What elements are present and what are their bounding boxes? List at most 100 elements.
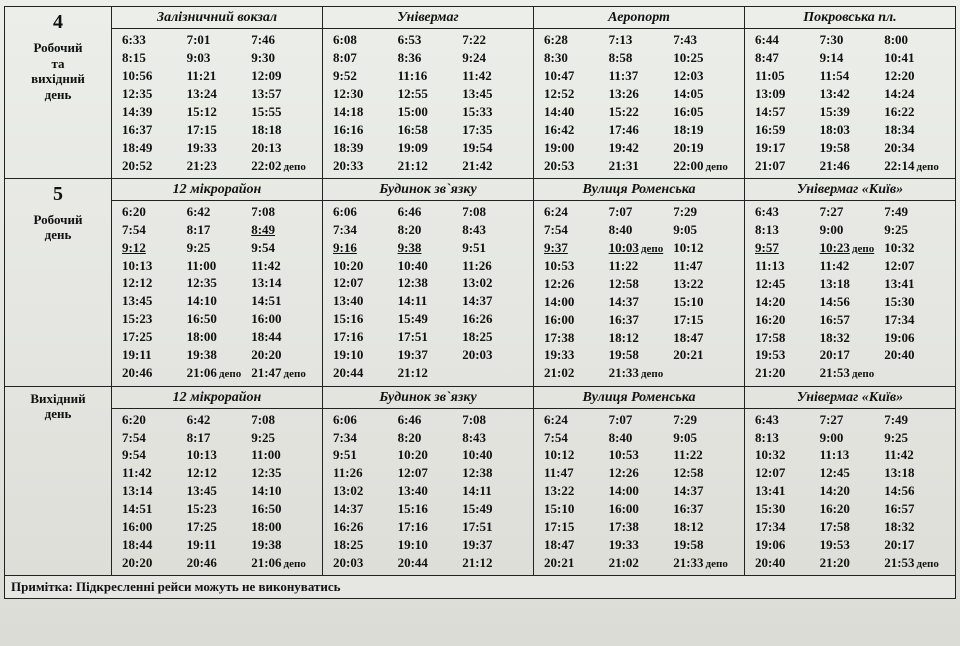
time-cell: 9:25	[884, 221, 949, 239]
time-cell: 20:20	[251, 346, 316, 364]
time-cell: 6:24	[544, 203, 609, 221]
time-cell: 9:05	[673, 429, 738, 447]
time-row: 21:0221:33депо	[544, 364, 738, 382]
time-cell: 12:52	[544, 85, 609, 103]
time-cell: 17:16	[398, 518, 463, 536]
time-cell: 18:19	[673, 121, 738, 139]
time-cell: 13:41	[755, 482, 820, 500]
time-cell: 13:40	[398, 482, 463, 500]
time-cell: 6:44	[755, 31, 820, 49]
time-cell: 16:58	[398, 121, 463, 139]
time-row: 13:0913:4214:24	[755, 85, 949, 103]
time-cell: 15:16	[333, 310, 398, 328]
time-cell: 12:26	[609, 464, 674, 482]
time-cell	[884, 364, 949, 382]
time-row: 10:2010:4011:26	[333, 257, 527, 275]
time-cell: 7:54	[122, 221, 187, 239]
timetable-page: 4РобочийтавихіднийденьЗалізничний вокзал…	[0, 0, 960, 646]
time-cell: 21:42	[462, 157, 527, 175]
stop-name: Універмаг	[323, 7, 533, 29]
time-cell: 9:57	[755, 239, 820, 257]
time-cell: 10:12	[544, 446, 609, 464]
time-cell: 12:38	[462, 464, 527, 482]
time-row: 17:2518:0018:44	[122, 328, 316, 346]
time-cell: 16:42	[544, 121, 609, 139]
time-cell: 20:46	[187, 554, 252, 572]
time-cell: 6:24	[544, 411, 609, 429]
time-row: 6:247:077:29	[544, 411, 738, 429]
time-cell: 14:37	[609, 293, 674, 311]
time-cell: 21:12	[398, 157, 463, 175]
time-cell: 11:47	[673, 257, 738, 275]
time-cell: 9:14	[820, 49, 885, 67]
time-cell: 8:17	[187, 429, 252, 447]
time-row: 19:3319:5820:21	[544, 346, 738, 364]
time-cell: 19:06	[755, 536, 820, 554]
time-cell: 9:00	[820, 221, 885, 239]
stop-column: Універмаг «Київ»6:437:277:498:139:009:25…	[745, 179, 956, 386]
time-cell: 16:59	[755, 121, 820, 139]
time-cell: 12:55	[398, 85, 463, 103]
time-row: 16:0017:2518:00	[122, 518, 316, 536]
time-cell: 13:22	[673, 275, 738, 293]
route-label-cell: Вихіднийдень	[4, 387, 112, 576]
time-row: 9:5410:1311:00	[122, 446, 316, 464]
time-row: 6:206:427:08	[122, 411, 316, 429]
time-row: 8:139:009:25	[755, 221, 949, 239]
time-row: 19:5320:1720:40	[755, 346, 949, 364]
time-cell: 16:26	[333, 518, 398, 536]
time-cell: 8:40	[609, 221, 674, 239]
time-cell: 9:12	[122, 239, 187, 257]
time-cell: 11:21	[187, 67, 252, 85]
time-cell: 10:25	[673, 49, 738, 67]
time-cell: 8:20	[398, 429, 463, 447]
route-number: 5	[53, 183, 63, 206]
stop-name: Вулиця Роменська	[534, 387, 744, 409]
time-cell: 7:27	[820, 411, 885, 429]
time-cell: 9:00	[820, 429, 885, 447]
time-row: 8:308:5810:25	[544, 49, 738, 67]
time-cell: 21:23	[187, 157, 252, 175]
time-cell: 10:20	[333, 257, 398, 275]
time-row: 12:3012:5513:45	[333, 85, 527, 103]
time-cell: 6:08	[333, 31, 398, 49]
time-row: 7:548:178:49	[122, 221, 316, 239]
stop-name: Вулиця Роменська	[534, 179, 744, 201]
time-row: 14:5715:3916:22	[755, 103, 949, 121]
route-label-cell: 4Робочийтавихіднийдень	[4, 7, 112, 178]
time-row: 15:1016:0016:37	[544, 500, 738, 518]
time-cell: 13:14	[122, 482, 187, 500]
time-cell: 19:42	[609, 139, 674, 157]
time-cell: 12:09	[251, 67, 316, 85]
time-cell: 11:13	[755, 257, 820, 275]
time-cell: 21:46	[820, 157, 885, 175]
time-row: 9:5110:2010:40	[333, 446, 527, 464]
time-cell: 9:51	[462, 239, 527, 257]
time-cell: 16:26	[462, 310, 527, 328]
time-cell: 16:00	[251, 310, 316, 328]
time-cell: 18:32	[820, 329, 885, 347]
time-row: 14:1815:0015:33	[333, 103, 527, 121]
time-row: 19:0019:4220:19	[544, 139, 738, 157]
time-row: 13:4114:2014:56	[755, 482, 949, 500]
time-cell: 18:12	[673, 518, 738, 536]
time-cell: 14:51	[122, 500, 187, 518]
time-cell: 12:07	[884, 257, 949, 275]
time-row: 18:4719:3319:58	[544, 536, 738, 554]
time-row: 12:1212:3513:14	[122, 274, 316, 292]
time-cell: 14:56	[820, 293, 885, 311]
time-cell: 11:42	[251, 257, 316, 275]
time-row: 20:4021:2021:53депо	[755, 554, 949, 572]
time-cell: 6:06	[333, 411, 398, 429]
time-cell: 19:58	[673, 536, 738, 554]
time-row: 18:2519:1019:37	[333, 536, 527, 554]
time-cell: 15:55	[251, 103, 316, 121]
time-cell: 8:47	[755, 49, 820, 67]
schedule-blocks: 4РобочийтавихіднийденьЗалізничний вокзал…	[4, 6, 956, 575]
time-cell: 13:24	[187, 85, 252, 103]
time-cell: 6:06	[333, 203, 398, 221]
time-cell: 7:22	[462, 31, 527, 49]
time-cell: 9:51	[333, 446, 398, 464]
time-row: 6:447:308:00	[755, 31, 949, 49]
time-cell: 8:49	[251, 221, 316, 239]
